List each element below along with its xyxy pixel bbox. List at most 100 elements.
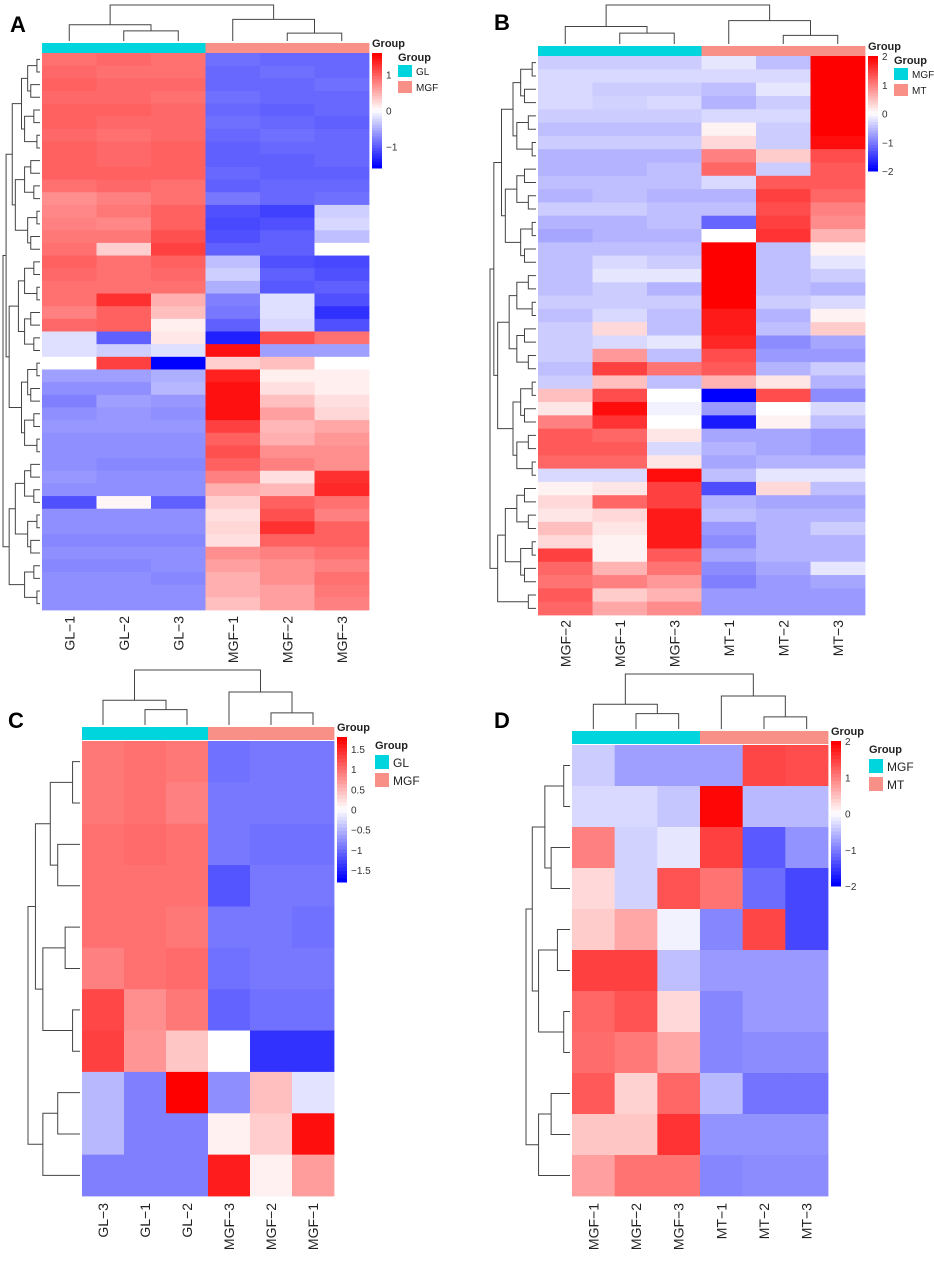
heatmap-d-colorbar-segment xyxy=(831,871,841,876)
heatmap-b-group-bar xyxy=(538,46,593,56)
heatmap-d-cell xyxy=(742,1073,786,1115)
heatmap-c-column-label: GL−3 xyxy=(95,1203,111,1238)
heatmap-b-column-label: MGF−3 xyxy=(666,620,682,667)
heatmap-b-colorbar-segment xyxy=(868,156,878,160)
heatmap-b-cell xyxy=(647,402,702,416)
heatmap-b-cell xyxy=(701,348,757,363)
heatmap-a-cell xyxy=(314,154,370,168)
heatmap-a-cell xyxy=(96,572,152,586)
heatmap-c-colorbar-segment xyxy=(337,831,347,836)
heatmap-d-colorbar-segment xyxy=(831,813,841,818)
heatmap-a-cell xyxy=(205,521,261,535)
heatmap-a-cell xyxy=(260,356,315,370)
heatmap-c-cell xyxy=(166,1030,209,1073)
heatmap-b-colorbar-segment xyxy=(868,145,878,149)
heatmap-a-cell xyxy=(96,483,152,497)
heatmap-b-cell xyxy=(647,295,702,310)
heatmap-d-cell xyxy=(700,745,744,787)
heatmap-d-cell xyxy=(785,1155,829,1197)
heatmap-a-cell xyxy=(314,496,370,510)
heatmap-b-cell xyxy=(701,455,757,469)
rowdendro-3-link xyxy=(544,785,564,869)
heatmap-c-cell xyxy=(82,1154,125,1197)
rowdendro-1-link xyxy=(531,461,536,476)
heatmap-c-colorbar-segment xyxy=(337,824,347,829)
coldendro-0-link xyxy=(286,32,343,41)
heatmap-b-cell xyxy=(647,255,702,270)
heatmap-a-cell xyxy=(96,204,152,218)
heatmap-b-cell xyxy=(756,82,811,97)
heatmap-b-cell xyxy=(592,322,648,336)
heatmap-d-group-bar xyxy=(785,731,829,744)
heatmap-b-cell xyxy=(810,149,866,163)
heatmap-a-cell xyxy=(314,318,370,332)
heatmap-a-colorbar-segment xyxy=(372,145,382,149)
heatmap-b-cell xyxy=(592,415,648,430)
heatmap-d-colorbar-segment xyxy=(831,770,841,775)
heatmap-a-cell xyxy=(205,280,261,294)
heatmap-d-colorbar-segment xyxy=(831,766,841,771)
heatmap-c-colorbar-segment xyxy=(337,791,347,796)
heatmap-d-group-bar xyxy=(657,731,701,744)
heatmap-a-cell xyxy=(260,217,315,231)
heatmap-d-cell xyxy=(742,991,786,1033)
rowdendro-0-link xyxy=(30,160,40,174)
heatmap-b-cell xyxy=(701,229,757,243)
heatmap-a-colorbar-segment xyxy=(372,107,382,111)
heatmap-a-cell xyxy=(205,420,261,434)
heatmap-a-cell xyxy=(205,584,261,598)
heatmap-b-cell xyxy=(647,335,702,350)
heatmap-a-group-swatch xyxy=(398,81,412,93)
rowdendro-0-link xyxy=(33,413,40,427)
heatmap-d-cell xyxy=(614,786,658,828)
heatmap-b-colorbar-segment xyxy=(868,90,878,94)
rowdendro-1-link xyxy=(531,301,536,317)
heatmap-b-cell xyxy=(810,56,866,70)
heatmap-a-cell xyxy=(42,53,97,67)
heatmap-a-cell xyxy=(151,154,206,168)
rowdendro-1-link xyxy=(504,508,521,563)
heatmap-c-cell xyxy=(250,906,293,949)
heatmap-b-cell xyxy=(756,348,811,363)
heatmap-b-colorbar-segment xyxy=(868,113,878,117)
heatmap-d-cell xyxy=(785,991,829,1033)
rowdendro-0-link xyxy=(36,210,40,225)
heatmap-a-cell xyxy=(42,483,97,497)
heatmap-c-cell xyxy=(166,947,209,990)
heatmap-a-cell xyxy=(96,445,152,459)
heatmap-a-cell xyxy=(260,90,315,105)
heatmap-b-cell xyxy=(701,215,757,230)
heatmap-a-colorbar-segment xyxy=(372,136,382,140)
heatmap-a-cell xyxy=(42,318,97,332)
rowdendro-0-link xyxy=(33,565,40,579)
heatmap-a-cell xyxy=(96,116,152,130)
rowdendro-3-link xyxy=(550,847,570,889)
heatmap-a-colorbar-segment xyxy=(372,78,382,83)
heatmap-b-cell xyxy=(647,135,702,150)
heatmap-a-cell xyxy=(96,65,152,79)
coldendro-3-link xyxy=(592,703,658,729)
heatmap-a-group-bar xyxy=(314,43,370,53)
rowdendro-1-link xyxy=(520,68,533,97)
heatmap-a-cell xyxy=(151,483,206,497)
heatmap-a-cell xyxy=(96,508,152,522)
heatmap-a-cell xyxy=(260,508,315,522)
heatmap-b-cell xyxy=(701,95,757,110)
heatmap-d-colorbar-segment xyxy=(831,799,841,804)
heatmap-a-colorbar-segment xyxy=(372,153,382,157)
heatmap-a-cell xyxy=(151,192,206,206)
heatmap-d-colorbar-tick: 1 xyxy=(845,773,851,784)
heatmap-d-cell xyxy=(572,1032,616,1074)
heatmap-b-cell xyxy=(647,308,702,323)
heatmap-d-group-legend-title: Group xyxy=(869,744,902,756)
heatmap-b-cell xyxy=(647,588,702,603)
heatmap-a-cell xyxy=(260,584,315,598)
heatmap-a-cell xyxy=(314,407,370,421)
heatmap-a-cell xyxy=(205,154,261,168)
heatmap-b-cell xyxy=(701,588,757,603)
heatmap-a-cell xyxy=(260,306,315,320)
coldendro-0-link xyxy=(109,4,275,25)
rowdendro-3-link xyxy=(525,908,539,1146)
rowdendro-3-link xyxy=(563,765,570,807)
heatmap-a-colorbar-segment xyxy=(372,119,382,123)
